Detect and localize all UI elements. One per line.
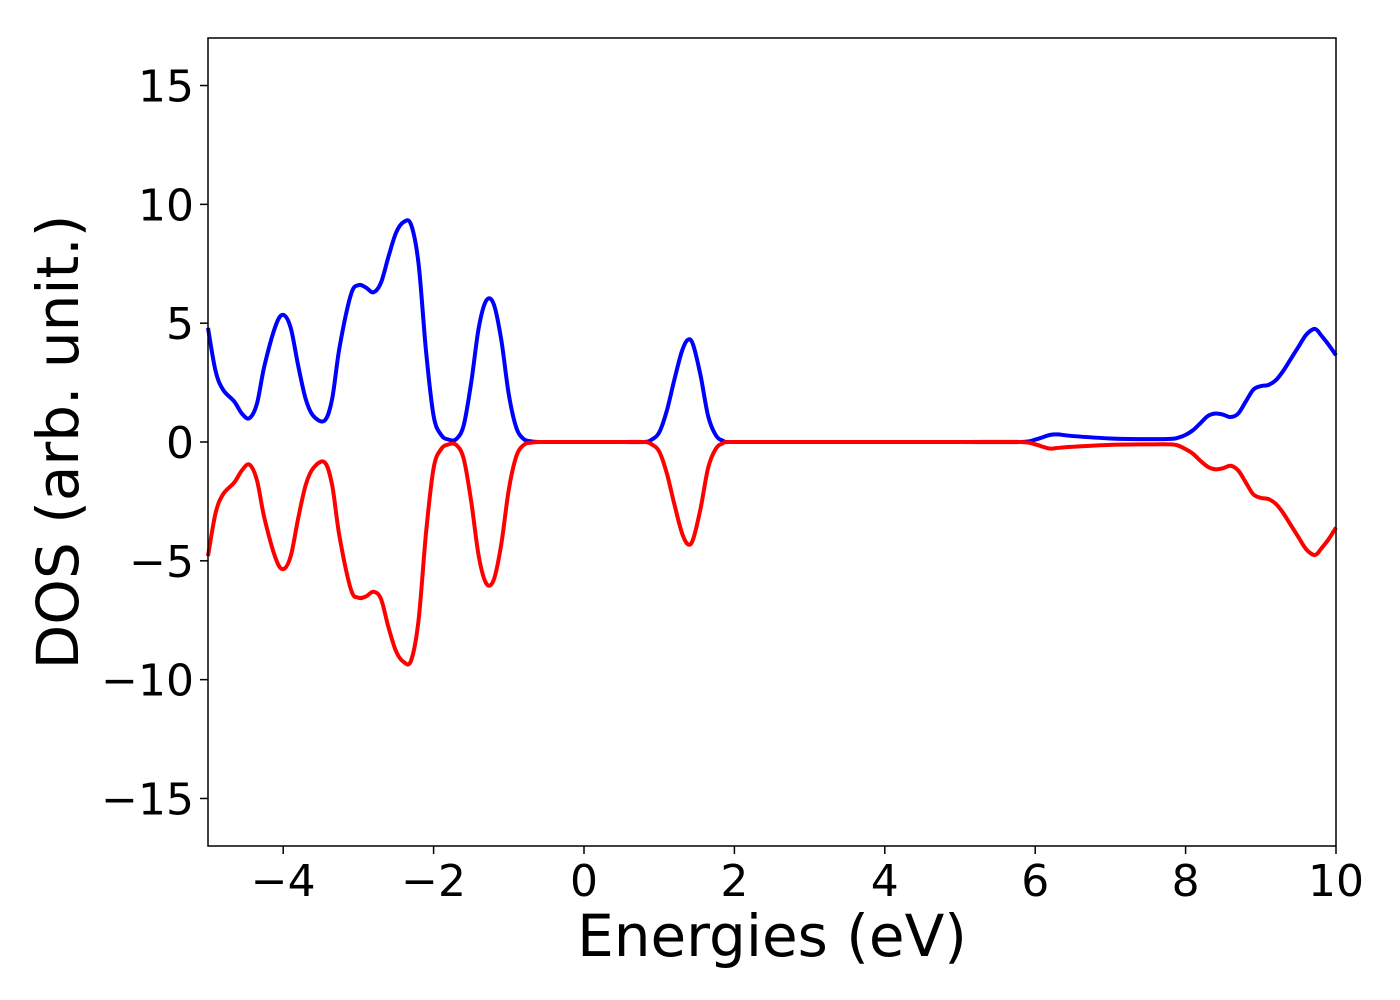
y-tick-label: 5 [166, 299, 194, 350]
y-tick-label: −5 [129, 537, 194, 588]
x-tick-label: −2 [401, 856, 466, 907]
x-axis-label: Energies (eV) [577, 902, 967, 970]
series-line-1 [206, 218, 1338, 445]
y-tick-label: 10 [138, 180, 194, 231]
series-line-2 [206, 439, 1338, 667]
x-axis: −4 −2 0 2 4 6 8 10 [251, 846, 1364, 907]
y-tick-label: 0 [166, 418, 194, 469]
x-tick-label: 10 [1308, 856, 1364, 907]
x-tick-label: 2 [720, 856, 748, 907]
x-tick-label: −4 [251, 856, 316, 907]
x-tick-label: 8 [1172, 856, 1200, 907]
y-tick-label: 15 [138, 62, 194, 113]
plot-lines [206, 218, 1338, 667]
x-tick-label: 0 [570, 856, 598, 907]
y-axis: −15 −10 −5 0 5 10 15 [101, 62, 208, 825]
y-axis-label: DOS (arb. unit.) [24, 215, 92, 670]
y-tick-label: −10 [101, 656, 194, 707]
y-tick-label: −15 [101, 774, 194, 825]
x-tick-label: 4 [871, 856, 899, 907]
x-tick-label: 6 [1021, 856, 1049, 907]
